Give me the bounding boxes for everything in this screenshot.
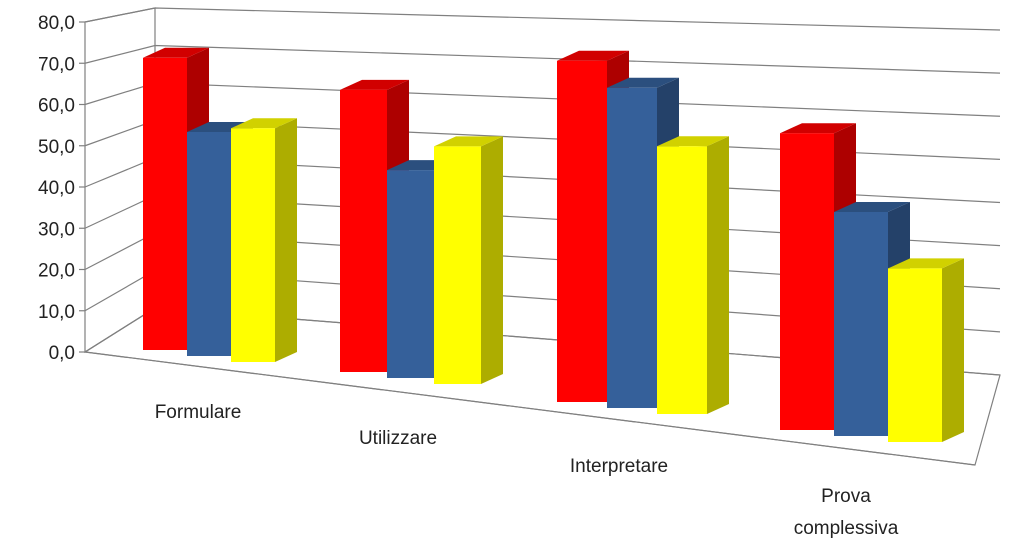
y-axis-ticks: 0,0 10,0 20,0 30,0 40,0 50,0 60,0 70,0 80,0 <box>38 13 75 364</box>
bar-front <box>187 131 231 356</box>
y-tick-label: 80,0 <box>38 13 75 34</box>
bar-side <box>707 136 729 414</box>
floor-front-edge <box>84 351 976 466</box>
bar-top <box>434 136 503 147</box>
bar-top <box>834 202 910 212</box>
bar-front <box>657 146 707 414</box>
bar-front <box>340 89 387 372</box>
gridline <box>84 44 1001 74</box>
bar-front <box>231 128 275 362</box>
y-tick-label: 30,0 <box>38 219 75 240</box>
bar-front <box>780 133 834 430</box>
bar <box>888 258 964 442</box>
bar-front <box>607 87 657 408</box>
x-tick-label: Utilizzare <box>359 428 437 449</box>
bar-front <box>387 170 434 378</box>
bar-front <box>557 60 607 402</box>
x-axis-labels: Formulare Utilizzare Interpretare Prova comp… <box>155 402 899 539</box>
bar-top <box>780 123 856 134</box>
y-tick-label: 40,0 <box>38 178 75 199</box>
bar-top <box>888 258 964 269</box>
bar-top <box>557 50 629 61</box>
bar <box>657 136 729 414</box>
bar-front <box>834 212 888 436</box>
bar-side <box>275 118 297 363</box>
bar-top <box>607 77 679 88</box>
x-tick-label: Formulare <box>155 402 242 423</box>
bar-top <box>657 136 729 147</box>
x-tick-label: Prova complessiva <box>794 486 899 539</box>
bar-front <box>434 146 481 384</box>
bar-side <box>481 136 503 384</box>
x-tick-label: Interpretare <box>570 456 668 477</box>
y-tick-label: 10,0 <box>38 302 75 323</box>
bar-top <box>143 47 209 58</box>
y-tick-label: 60,0 <box>38 96 75 117</box>
bar <box>231 118 297 363</box>
bar-front <box>888 268 942 442</box>
y-tick-label: 70,0 <box>38 54 75 75</box>
y-tick-label: 50,0 <box>38 137 75 158</box>
y-tick-label: 20,0 <box>38 261 75 282</box>
bars <box>143 47 964 442</box>
y-tick-label: 0,0 <box>49 343 75 364</box>
bar-front <box>143 57 187 351</box>
gridline <box>84 82 1001 117</box>
bar-top <box>231 118 297 129</box>
bar-side <box>942 258 964 442</box>
gridline <box>84 7 1001 31</box>
bar-top <box>340 79 409 90</box>
bar <box>434 136 503 384</box>
